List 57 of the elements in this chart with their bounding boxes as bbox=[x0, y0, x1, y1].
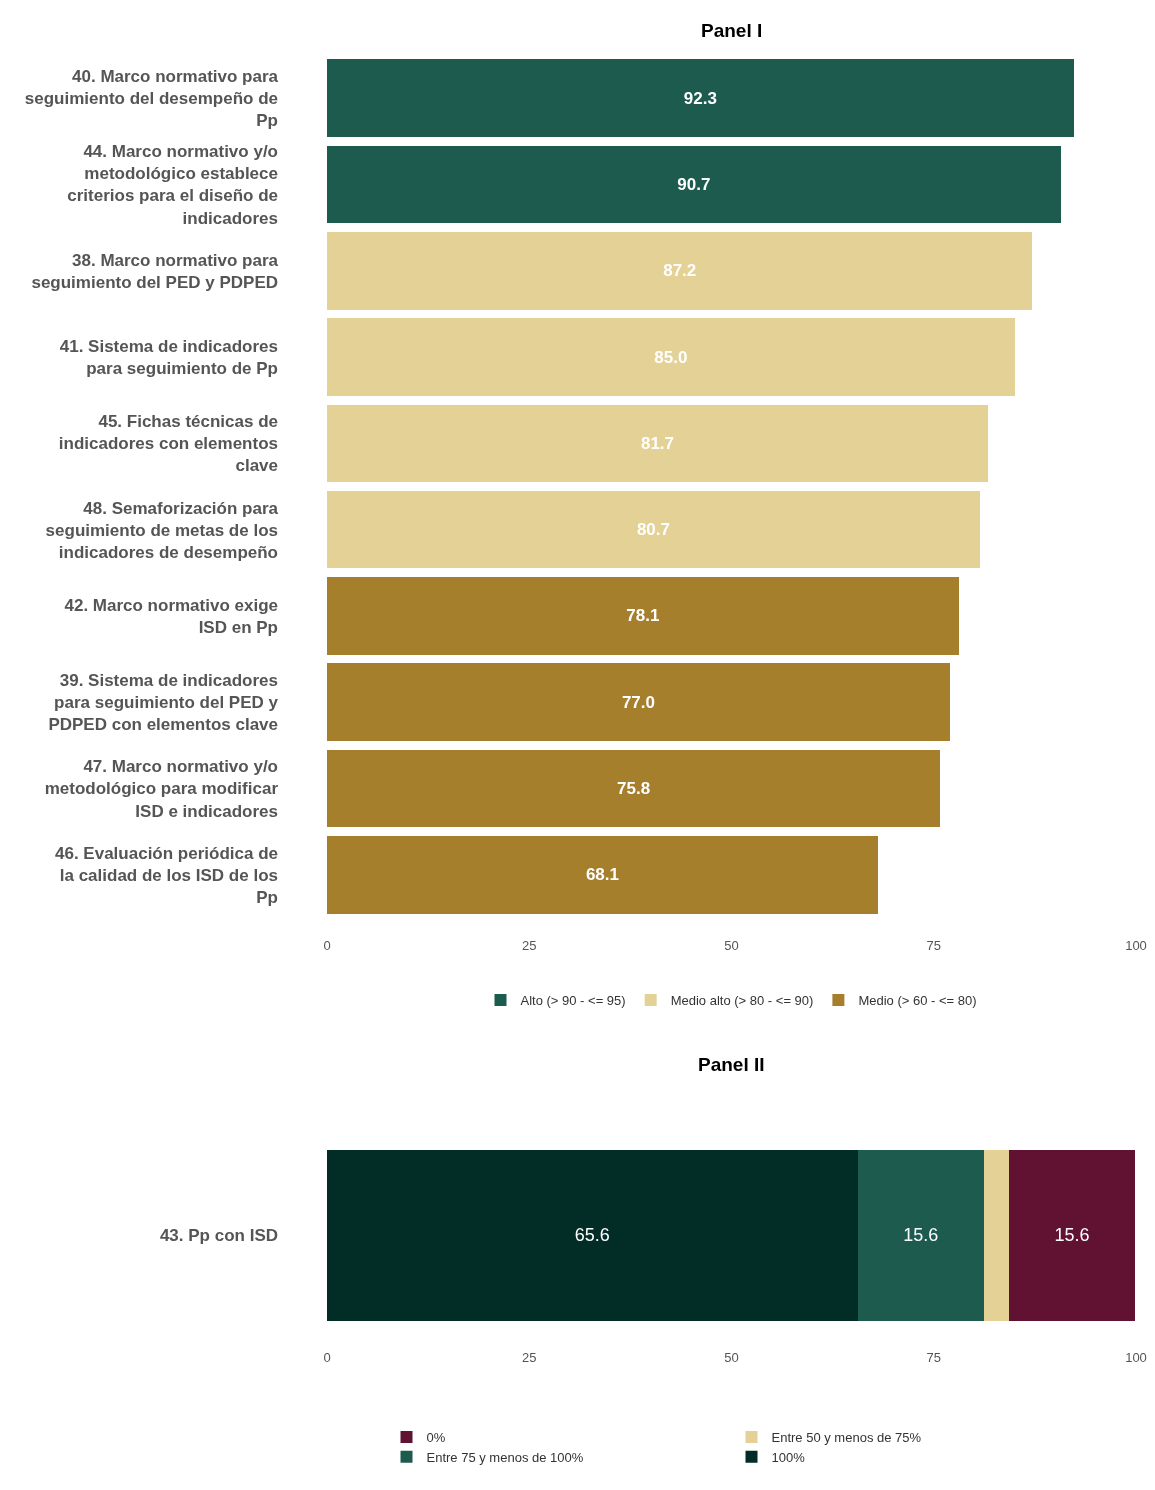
legend-label: Medio (> 60 - <= 80) bbox=[858, 993, 977, 1009]
y-tick-label: 39. Sistema de indicadores para seguimiento del PED y PDPED con elementos clave bbox=[48, 671, 279, 735]
bar bbox=[327, 490, 980, 569]
bar bbox=[983, 1149, 1009, 1321]
legend-label: Medio alto (> 80 - <= 90) bbox=[670, 993, 814, 1009]
data-label: 85.0 bbox=[654, 347, 688, 367]
x-tick-label: 75 bbox=[926, 938, 941, 953]
bar bbox=[327, 836, 878, 914]
x-tick-label: 25 bbox=[522, 1350, 537, 1365]
legend-label: Entre 50 y menos de 75% bbox=[771, 1430, 922, 1446]
bar bbox=[327, 577, 959, 655]
bar bbox=[327, 749, 941, 828]
y-tick-label: 43. Pp con ISD bbox=[159, 1225, 278, 1245]
x-tick-label: 50 bbox=[724, 1350, 739, 1365]
bar bbox=[857, 1149, 984, 1321]
data-label: 77.0 bbox=[621, 692, 656, 712]
data-label: 78.1 bbox=[626, 606, 660, 626]
y-tick-label: 44. Marco normativo y/o metodológico establece criterios para el diseño de indicadores bbox=[67, 142, 278, 228]
x-tick-label: 100 bbox=[1125, 1350, 1147, 1365]
bar bbox=[327, 145, 1061, 224]
data-label: 90.7 bbox=[677, 174, 711, 194]
legend-label: 0% bbox=[426, 1430, 446, 1446]
bar bbox=[1008, 1149, 1136, 1321]
data-label: 92.3 bbox=[683, 88, 717, 108]
bar bbox=[327, 318, 1015, 396]
chart-title: Panel II bbox=[698, 1054, 765, 1075]
legend-label: Alto (> 90 - <= 95) bbox=[520, 993, 626, 1009]
y-tick-label: 48. Semaforización para seguimiento de metas de los indicadores de desempeño bbox=[45, 498, 279, 562]
data-label: 81.7 bbox=[640, 433, 675, 453]
data-label: 75.8 bbox=[617, 779, 651, 799]
x-tick-label: 0 bbox=[323, 1350, 331, 1365]
data-label: 15.6 bbox=[1054, 1225, 1090, 1245]
y-tick-label: 40. Marco normativo para seguimiento del desempeño de Pp bbox=[24, 67, 279, 131]
data-label: 15.6 bbox=[903, 1225, 939, 1245]
x-tick-label: 100 bbox=[1125, 938, 1147, 953]
bar bbox=[327, 231, 1033, 310]
x-tick-label: 50 bbox=[724, 938, 739, 953]
y-tick-label: 45. Fichas técnicas de indicadores con elementos clave bbox=[58, 412, 278, 476]
legend-label: Entre 75 y menos de 100% bbox=[426, 1449, 584, 1465]
x-tick-label: 25 bbox=[522, 938, 537, 953]
bar bbox=[327, 404, 988, 483]
x-tick-label: 0 bbox=[323, 938, 331, 953]
legend-label: 100% bbox=[771, 1449, 806, 1465]
data-label: 65.6 bbox=[574, 1225, 610, 1245]
data-label: 87.2 bbox=[663, 261, 697, 281]
chart-title: Panel I bbox=[701, 20, 763, 41]
y-tick-label: 41. Sistema de indicadores para seguimiento de Pp bbox=[59, 336, 278, 379]
y-tick-label: 38. Marco normativo para seguimiento del PED y PDPED bbox=[31, 250, 279, 292]
bar bbox=[327, 1149, 858, 1321]
y-tick-label: 46. Evaluación periódica de la calidad de los ISD de los Pp bbox=[55, 843, 278, 907]
x-tick-label: 75 bbox=[926, 1350, 941, 1365]
y-tick-label: 42. Marco normativo exige ISD en Pp bbox=[64, 595, 278, 637]
data-label: 68.1 bbox=[585, 865, 620, 885]
bar bbox=[327, 59, 1074, 137]
bar bbox=[327, 663, 950, 742]
y-tick-label: 47. Marco normativo y/o metodológico para modificar ISD e indicadores bbox=[44, 757, 279, 821]
data-label: 80.7 bbox=[636, 520, 670, 540]
